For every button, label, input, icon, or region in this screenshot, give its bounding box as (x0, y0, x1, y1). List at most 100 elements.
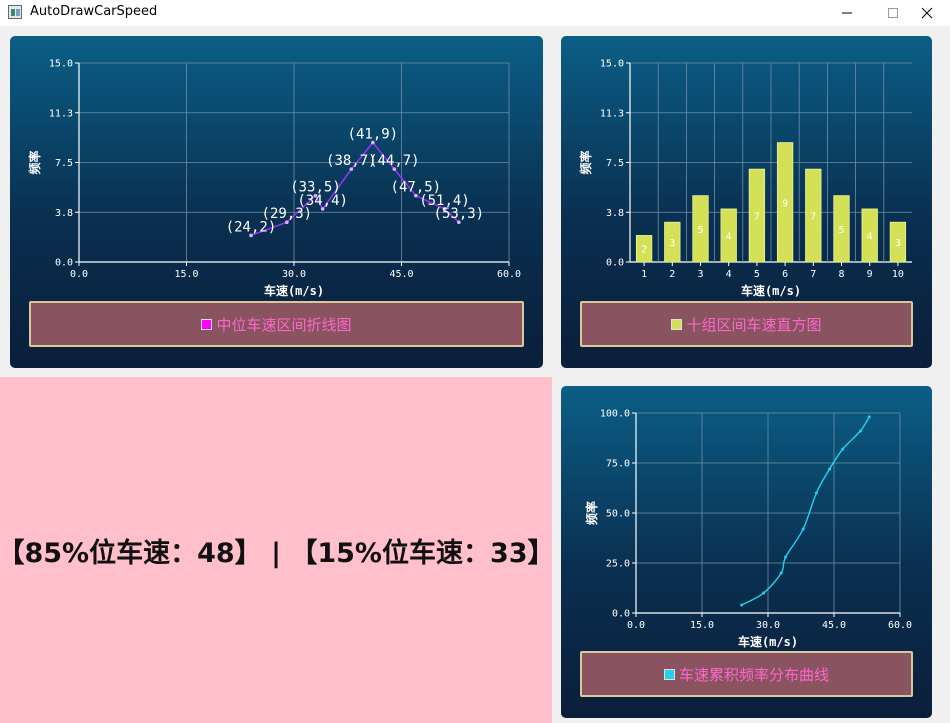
median-point-label: (41,9) (348, 127, 399, 143)
hist-bar-value-label: 7 (810, 212, 816, 223)
median-point-label: (51,4) (419, 193, 470, 209)
hist-xtick-label: 2 (669, 269, 675, 280)
cum-ytick-label: 25.0 (606, 559, 630, 570)
cum-ytick-label: 100.0 (600, 409, 630, 420)
window-title: AutoDrawCarSpeed (30, 4, 158, 19)
cum-xtick-label: 60.0 (888, 620, 912, 631)
median-line-legend-label: 中位车速区间折线图 (216, 315, 352, 334)
hist-y-axis-title: 频率 (578, 150, 593, 174)
hist-bar-value-label: 4 (867, 231, 873, 242)
hist-bar-value-label: 9 (782, 198, 788, 209)
close-button[interactable] (904, 0, 950, 26)
app-icon (8, 5, 22, 19)
cum-series-line (741, 416, 870, 606)
median-line-legend-swatch (201, 318, 213, 330)
hist-xtick-label: 8 (838, 269, 844, 280)
median-point-label: (44,7) (369, 153, 420, 169)
hist-ytick-label: 11.3 (600, 108, 624, 119)
median-line-legend-button[interactable]: 中位车速区间折线图 (29, 301, 524, 347)
median-ytick-label: 0.0 (55, 258, 73, 269)
cumulative-legend-button[interactable]: 车速累积频率分布曲线 (580, 651, 913, 697)
hist-xtick-label: 5 (754, 269, 760, 280)
median-xtick-label: 60.0 (497, 269, 521, 280)
median-point (320, 207, 325, 211)
cum-point (779, 571, 783, 575)
cumulative-legend-label: 车速累积频率分布曲线 (678, 665, 829, 684)
hist-ytick-label: 15.0 (600, 59, 624, 70)
hist-bar-value-label: 5 (838, 225, 844, 236)
median-point (392, 167, 397, 171)
median-x-axis-title: 车速(m/s) (264, 283, 324, 298)
cum-point (762, 591, 766, 595)
cum-point (828, 467, 832, 471)
median-ytick-label: 11.3 (49, 108, 73, 119)
maximize-icon (888, 8, 898, 18)
percentile-speed-text: 【85%位车速：48】 | 【15%位车速：33】 (0, 537, 555, 569)
minimize-icon (842, 12, 852, 14)
hist-bar-value-label: 3 (669, 238, 675, 249)
median-xtick-label: 45.0 (389, 269, 413, 280)
hist-ytick-label: 3.8 (606, 208, 624, 219)
median-xtick-label: 15.0 (174, 269, 198, 280)
hist-xtick-label: 7 (810, 269, 816, 280)
cum-y-axis-title: 频率 (584, 501, 599, 525)
median-point (442, 207, 447, 211)
median-point (457, 220, 461, 224)
median-line-panel: 0.0 3.8 7.5 11.3 15.0 0.0 15.0 30.0 45.0 60.0 车速(m… (10, 36, 543, 368)
hist-bar-value-label: 4 (726, 231, 732, 242)
hist-bar-value-label: 7 (754, 212, 760, 223)
median-point (414, 193, 418, 198)
maximize-button[interactable] (870, 0, 916, 26)
median-point (313, 193, 318, 198)
median-point (285, 220, 289, 224)
hist-xtick-label: 6 (782, 269, 788, 280)
hist-xtick-label: 4 (726, 269, 732, 280)
title-bar: AutoDrawCarSpeed (0, 0, 950, 26)
cumulative-chart: 0.0 25.0 50.0 75.0 100.0 0.0 15.0 30.0 45.0 60.0 车… (584, 409, 912, 650)
median-point-label: (24,2) (226, 219, 277, 235)
median-point-label: (29,3) (262, 206, 313, 222)
cum-x-axis-title: 车速(m/s) (738, 634, 798, 649)
median-y-axis-title: 频率 (27, 150, 42, 174)
cum-point (841, 447, 845, 451)
cum-xtick-label: 15.0 (690, 620, 714, 631)
median-xtick-label: 0.0 (70, 269, 88, 280)
cum-point (801, 527, 805, 531)
cum-xtick-label: 30.0 (756, 620, 780, 631)
cumulative-panel: 0.0 25.0 50.0 75.0 100.0 0.0 15.0 30.0 45.0 60.0 车… (561, 386, 932, 718)
minimize-button[interactable] (824, 0, 870, 26)
cumulative-legend-swatch (663, 668, 675, 680)
cum-point (814, 491, 818, 495)
close-icon (921, 7, 933, 19)
cum-ytick-label: 0.0 (612, 609, 630, 620)
hist-ytick-label: 7.5 (606, 158, 624, 169)
median-point-label: (53,3) (434, 206, 485, 222)
cum-ytick-label: 75.0 (606, 459, 630, 470)
histogram-legend-swatch (671, 318, 683, 330)
cum-point (784, 555, 788, 559)
hist-bar-value-label: 2 (641, 245, 647, 256)
cum-point (740, 603, 744, 607)
histogram-panel: 0.0 3.8 7.5 11.3 15.0 车速(m/s) 频率 2 1 3 2 5 3 4 4 7 5 9 6 7 7… (561, 36, 932, 368)
histogram-legend-button[interactable]: 十组区间车速直方图 (580, 301, 913, 347)
median-point (349, 167, 354, 171)
median-point-label: (34,4) (297, 193, 348, 209)
cum-xtick-label: 45.0 (822, 620, 846, 631)
hist-xtick-label: 3 (697, 269, 703, 280)
median-point (249, 233, 253, 238)
median-point-label: (33,5) (290, 180, 341, 196)
hist-xtick-label: 1 (641, 269, 647, 280)
histogram-legend-label: 十组区间车速直方图 (686, 315, 822, 334)
hist-x-axis-title: 车速(m/s) (741, 283, 801, 298)
percentile-speed-panel: 【85%位车速：48】 | 【15%位车速：33】 (0, 377, 555, 723)
median-ytick-label: 7.5 (55, 158, 73, 169)
cum-point (858, 429, 862, 433)
median-ytick-label: 3.8 (55, 208, 73, 219)
hist-bar-value-label: 5 (697, 225, 703, 236)
cum-ytick-label: 50.0 (606, 509, 630, 520)
hist-xtick-label: 9 (867, 269, 873, 280)
median-line-chart: 0.0 3.8 7.5 11.3 15.0 0.0 15.0 30.0 45.0 60.0 车速(m… (27, 59, 521, 299)
median-point-label: (47,5) (391, 180, 442, 196)
hist-xtick-label: 10 (892, 269, 904, 280)
median-point (371, 140, 375, 145)
